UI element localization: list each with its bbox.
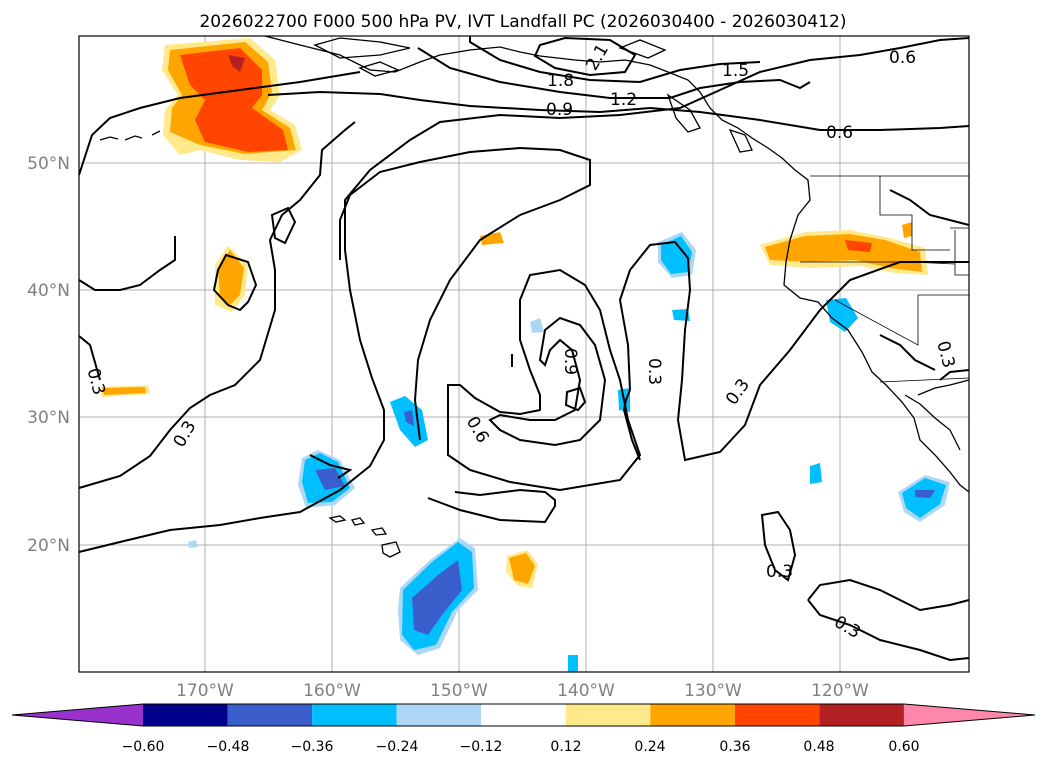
- lon-label: 170°W: [176, 681, 234, 701]
- colorbar-tick-label: −0.24: [376, 739, 419, 755]
- map-frame: [78, 35, 970, 673]
- lat-label: 40°N: [27, 281, 70, 301]
- colorbar-tick-label: −0.36: [291, 739, 334, 755]
- colorbar-tick-label: −0.12: [460, 739, 503, 755]
- map-panel: 1.8 2.1 1.5 1.2 0.9 0.6 0.6 0.9 0.6 0.3 …: [78, 35, 970, 673]
- colorbar-segment: [565, 704, 651, 726]
- lon-axis-labels: 170°W 160°W 150°W 140°W 130°W 120°W: [176, 681, 869, 701]
- lon-label: 120°W: [811, 681, 869, 701]
- colorbar-segment: [650, 704, 735, 726]
- pv-contours: [78, 36, 970, 662]
- colorbar-extend-left: [12, 704, 143, 726]
- colorbar-outline: [11, 703, 1036, 727]
- colorbar-tick-labels: −0.60 −0.48 −0.36 −0.24 −0.12 0.12 0.24 …: [122, 739, 920, 755]
- colorbar-tick-label: 0.24: [634, 739, 665, 755]
- colorbar-segment: [396, 704, 482, 726]
- colorbar-segment: [227, 704, 313, 726]
- colorbar-tick-label: 0.48: [803, 739, 834, 755]
- colorbar-segment: [143, 704, 228, 726]
- colorbar-tick-label: 0.36: [719, 739, 750, 755]
- contour-label: 0.9: [560, 348, 580, 375]
- colorbar-extend-right: [903, 704, 1035, 726]
- contour-label: 1.5: [722, 61, 749, 81]
- lat-label: 50°N: [27, 154, 70, 174]
- contour-label: 0.6: [889, 48, 916, 68]
- lon-label: 160°W: [303, 681, 361, 701]
- lat-axis-labels: 50°N 40°N 30°N 20°N: [27, 154, 70, 556]
- colorbar-tick-label: −0.60: [122, 739, 165, 755]
- contour-label: 1.8: [547, 71, 574, 91]
- colorbar-segment: [734, 704, 820, 726]
- lon-label: 130°W: [684, 681, 742, 701]
- colorbar-segment: [481, 704, 566, 726]
- lat-label: 30°N: [27, 408, 70, 428]
- colorbar-tick-label: 0.12: [550, 739, 581, 755]
- contour-label: 0.6: [826, 123, 853, 143]
- contour-label: 1.2: [610, 90, 637, 110]
- contour-label: 0.3: [766, 562, 793, 582]
- colorbar: [11, 703, 1036, 727]
- positive-pc-regions: [100, 38, 928, 588]
- lon-label: 140°W: [557, 681, 615, 701]
- negative-pc-regions: [188, 232, 950, 672]
- contour-label: 0.9: [546, 100, 573, 120]
- colorbar-tick-label: −0.48: [207, 739, 250, 755]
- colorbar-segment: [312, 704, 397, 726]
- lat-label: 20°N: [27, 536, 70, 556]
- lon-label: 150°W: [430, 681, 488, 701]
- contour-label: 0.3: [644, 358, 664, 385]
- colorbar-tick-label: 0.60: [888, 739, 919, 755]
- colorbar-segment: [819, 704, 904, 726]
- map-title: 2026022700 F000 500 hPa PV, IVT Landfall…: [199, 12, 846, 32]
